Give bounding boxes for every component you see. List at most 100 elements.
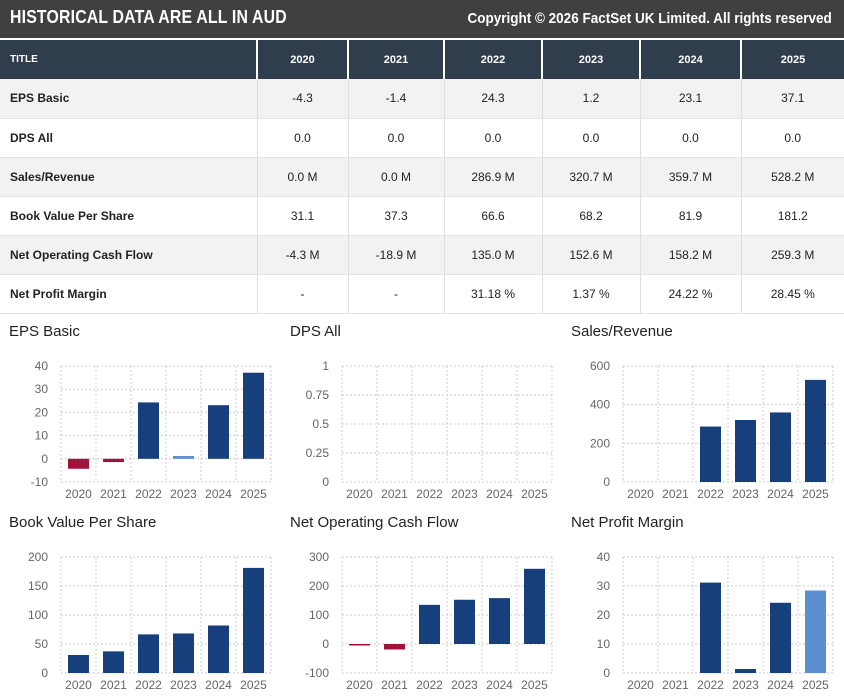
x-tick-label: 2022 [135, 678, 162, 692]
y-tick-label: 300 [309, 550, 329, 564]
table-cell: -4.3 M [257, 235, 349, 275]
table-cell: - [348, 274, 445, 314]
chart-sales-revenue: Sales/Revenue 600 400 200 0 2020 2021 2022 2023… [562, 314, 843, 504]
chart-eps-basic: EPS Basic 40 30 20 10 0 -10 2020 2021 2022 2023 20… [0, 314, 281, 504]
chart-canvas: 40 30 20 10 0 2020 2021 2022 2023 2024 2025 [597, 550, 834, 692]
x-tick-label: 2020 [65, 487, 92, 501]
x-tick-label: 2024 [486, 678, 513, 692]
table-cell: 31.1 [257, 196, 349, 236]
column-header-2025: 2025 [741, 40, 844, 79]
x-tick-label: 2022 [416, 487, 443, 501]
bar [173, 633, 194, 673]
x-tick-label: 2023 [451, 678, 478, 692]
table-cell: -18.9 M [348, 235, 445, 275]
bar [243, 372, 264, 459]
x-tick-label: 2020 [627, 487, 654, 501]
bar [243, 567, 264, 673]
x-tick-label: 2023 [451, 487, 478, 501]
y-tick-label: 40 [597, 550, 611, 564]
y-tick-label: 20 [35, 405, 49, 419]
column-header-2023: 2023 [542, 40, 641, 79]
table-cell: 320.7 M [542, 157, 641, 197]
table-row-sales-revenue: Sales/Revenue 0.0 M 0.0 M 286.9 M 320.7 … [0, 157, 844, 197]
bar [454, 599, 475, 644]
bar [384, 644, 405, 650]
x-tick-label: 2023 [732, 678, 759, 692]
chart-canvas: 600 400 200 0 2020 2021 2022 2023 2024 2025 [590, 359, 834, 501]
row-label: Net Profit Margin [0, 274, 258, 314]
bar [419, 604, 440, 644]
bar [173, 456, 194, 459]
table-cell: 68.2 [542, 196, 641, 236]
chart-net-profit-margin: Net Profit Margin 40 30 20 10 0 2020 2021 2022 2… [562, 505, 843, 695]
y-tick-label: 400 [590, 398, 610, 412]
bar [349, 644, 370, 646]
y-tick-label: 10 [35, 429, 49, 443]
table-cell: 259.3 M [741, 235, 844, 275]
chart-title: Book Value Per Share [9, 514, 157, 531]
bar [700, 426, 721, 482]
column-header-2022: 2022 [444, 40, 543, 79]
table-cell: 37.3 [348, 196, 445, 236]
copyright-notice: Copyright © 2026 FactSet UK Limited. All… [467, 10, 832, 27]
column-header-2021: 2021 [348, 40, 445, 79]
row-label: EPS Basic [0, 79, 258, 119]
y-tick-label: 0 [41, 666, 48, 680]
x-tick-label: 2024 [205, 487, 232, 501]
bar [770, 412, 791, 482]
table-cell: 0.0 [741, 118, 844, 158]
y-tick-label: 0.25 [306, 446, 330, 460]
chart-dps-all: DPS All 1 0.75 0.5 0.25 0 2020 2021 2022 2023 202… [281, 314, 562, 504]
table-cell: 181.2 [741, 196, 844, 236]
bar [735, 669, 756, 673]
y-tick-label: 0 [322, 637, 329, 651]
y-tick-label: 200 [590, 436, 610, 450]
chart-canvas: 40 30 20 10 0 -10 2020 2021 2022 2023 2024 2025 [31, 359, 272, 501]
x-tick-label: 2024 [767, 678, 794, 692]
bar [700, 582, 721, 673]
y-tick-label: 0.75 [306, 388, 330, 402]
column-header-2024: 2024 [640, 40, 742, 79]
row-label: Sales/Revenue [0, 157, 258, 197]
table-cell: 0.0 [444, 118, 543, 158]
y-tick-label: 150 [28, 579, 48, 593]
page-title: HISTORICAL DATA ARE ALL IN AUD [10, 7, 287, 27]
table-cell: - [257, 274, 349, 314]
y-tick-label: 200 [28, 550, 48, 564]
chart-net-operating-cash-flow: Net Operating Cash Flow 300 200 100 0 -100 20… [281, 505, 562, 695]
row-label: Net Operating Cash Flow [0, 235, 258, 275]
chart-title: Sales/Revenue [571, 323, 673, 340]
y-tick-label: 0 [603, 666, 610, 680]
x-tick-label: 2023 [170, 487, 197, 501]
y-tick-label: 30 [35, 382, 49, 396]
x-tick-label: 2023 [170, 678, 197, 692]
x-tick-label: 2020 [627, 678, 654, 692]
bar [489, 598, 510, 644]
y-tick-label: 20 [597, 608, 611, 622]
table-row-book-value-per-share: Book Value Per Share 31.1 37.3 66.6 68.2… [0, 196, 844, 236]
bar [805, 379, 826, 482]
column-header-2020: 2020 [257, 40, 349, 79]
chart-title: Net Operating Cash Flow [290, 514, 459, 531]
table-cell: 24.22 % [640, 274, 742, 314]
chart-title: Net Profit Margin [571, 514, 684, 531]
table-row-net-operating-cash-flow: Net Operating Cash Flow -4.3 M -18.9 M 1… [0, 235, 844, 275]
x-tick-label: 2025 [802, 678, 829, 692]
bar [805, 590, 826, 673]
table-cell: 0.0 [257, 118, 349, 158]
bar [68, 654, 89, 673]
y-tick-label: 0 [603, 475, 610, 489]
y-tick-label: 200 [309, 579, 329, 593]
x-tick-label: 2024 [767, 487, 794, 501]
table-header-row: TITLE 2020 2021 2022 2023 2024 2025 [0, 40, 844, 79]
table-cell: 0.0 M [257, 157, 349, 197]
table-cell: 1.37 % [542, 274, 641, 314]
table-cell: 31.18 % [444, 274, 543, 314]
table-cell: 158.2 M [640, 235, 742, 275]
chart-canvas: 300 200 100 0 -100 2020 2021 2022 2023 2024 2025 [305, 550, 553, 692]
x-tick-label: 2020 [346, 678, 373, 692]
bar [138, 634, 159, 673]
x-tick-label: 2022 [416, 678, 443, 692]
bar [103, 458, 124, 463]
x-tick-label: 2025 [521, 678, 548, 692]
